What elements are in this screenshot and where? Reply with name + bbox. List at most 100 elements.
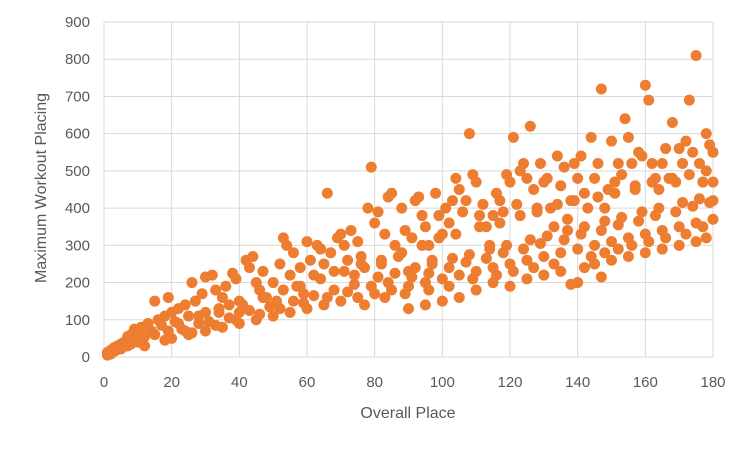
scatter-point <box>379 291 391 303</box>
scatter-point <box>450 228 462 240</box>
scatter-point <box>538 269 550 281</box>
scatter-point <box>660 232 672 244</box>
scatter-point <box>619 113 631 125</box>
scatter-point <box>247 251 259 262</box>
scatter-point <box>335 295 347 307</box>
scatter-point <box>304 254 316 266</box>
scatter-point <box>443 217 455 229</box>
y-tick-label: 200 <box>65 275 90 292</box>
scatter-point <box>531 206 543 218</box>
scatter-point <box>636 206 648 218</box>
scatter-point <box>677 197 689 209</box>
scatter-point <box>220 280 232 292</box>
scatter-point <box>606 135 617 147</box>
scatter-point <box>162 291 174 303</box>
scatter-point <box>453 291 465 303</box>
scatter-point <box>443 262 455 274</box>
scatter-point <box>440 202 452 214</box>
scatter-point <box>585 131 597 143</box>
scatter-point <box>595 224 607 236</box>
scatter-point <box>626 239 638 251</box>
scatter-point <box>524 234 536 246</box>
scatter-point <box>646 157 658 169</box>
scatter-point <box>372 271 384 283</box>
scatter-point <box>139 340 151 352</box>
scatter-point <box>172 318 184 329</box>
scatter-point <box>609 187 621 199</box>
scatter-point <box>210 319 222 331</box>
y-tick-label: 800 <box>65 51 90 68</box>
scatter-point <box>257 265 269 277</box>
y-tick-label: 100 <box>65 312 90 329</box>
scatter-point <box>453 184 465 195</box>
x-tick-label: 80 <box>366 374 383 391</box>
scatter-point <box>575 150 587 162</box>
scatter-point <box>318 258 330 270</box>
scatter-point <box>497 206 509 218</box>
scatter-point <box>480 252 492 264</box>
scatter-point <box>704 197 716 209</box>
scatter-point <box>463 128 475 140</box>
scatter-point <box>578 262 590 274</box>
scatter-point <box>230 314 242 326</box>
scatter-point <box>521 273 533 285</box>
scatter-point <box>578 187 590 199</box>
scatter-point <box>555 180 567 192</box>
scatter-point <box>457 206 469 218</box>
scatter-point <box>538 251 550 262</box>
scatter-point <box>551 198 563 210</box>
scatter-point <box>183 310 195 322</box>
scatter-point <box>159 334 171 346</box>
scatter-point <box>585 251 597 262</box>
scatter-point <box>399 288 411 300</box>
scatter-point <box>521 172 533 184</box>
scatter-point <box>460 195 472 207</box>
scatter-point <box>490 269 502 281</box>
scatter-point <box>446 252 458 264</box>
scatter-point <box>589 172 601 184</box>
x-tick-label: 60 <box>299 374 316 391</box>
scatter-point <box>179 299 191 311</box>
scatter-point <box>592 157 604 169</box>
scatter-point <box>484 243 496 255</box>
scatter-point <box>193 310 205 322</box>
scatter-point <box>562 224 574 236</box>
scatter-point <box>321 291 333 303</box>
x-tick-label: 20 <box>163 374 180 391</box>
scatter-point <box>223 299 235 311</box>
data-points <box>101 50 719 361</box>
scatter-point <box>308 290 320 302</box>
scatter-point <box>359 299 371 311</box>
scatter-point <box>670 206 682 218</box>
scatter-point <box>521 254 533 266</box>
scatter-point <box>365 280 377 292</box>
scatter-point <box>470 176 482 188</box>
scatter-point <box>551 150 563 162</box>
scatter-point <box>568 157 580 169</box>
scatter-point <box>474 210 486 222</box>
scatter-point <box>548 221 560 233</box>
scatter-point <box>707 176 719 188</box>
scatter-point <box>633 215 645 227</box>
scatter-point <box>639 247 651 259</box>
scatter-point <box>352 236 364 248</box>
y-tick-label: 400 <box>65 200 90 217</box>
scatter-point <box>626 157 638 169</box>
scatter-point <box>460 256 472 268</box>
scatter-point <box>406 232 418 244</box>
scatter-point <box>281 239 293 251</box>
scatter-point <box>565 278 577 290</box>
scatter-point <box>264 301 276 313</box>
scatter-point <box>497 247 509 259</box>
scatter-point <box>555 247 567 259</box>
scatter-point <box>673 221 685 233</box>
scatter-point <box>298 297 310 309</box>
x-tick-label: 0 <box>100 374 108 391</box>
scatter-point <box>575 228 587 240</box>
scatter-point <box>294 262 306 274</box>
scatter-point <box>352 291 364 303</box>
scatter-point <box>494 217 506 229</box>
x-tick-label: 100 <box>430 374 455 391</box>
scatter-point <box>294 280 306 292</box>
